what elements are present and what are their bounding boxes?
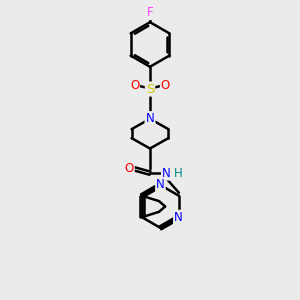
Text: O: O	[161, 79, 170, 92]
Text: N: N	[156, 178, 165, 191]
Text: N: N	[146, 112, 154, 125]
Text: F: F	[147, 6, 153, 19]
Text: H: H	[174, 167, 183, 180]
Text: N: N	[146, 112, 154, 125]
Text: S: S	[146, 82, 154, 96]
Text: N: N	[162, 167, 171, 180]
Text: O: O	[124, 162, 134, 175]
Text: N: N	[174, 211, 183, 224]
Text: O: O	[130, 79, 139, 92]
